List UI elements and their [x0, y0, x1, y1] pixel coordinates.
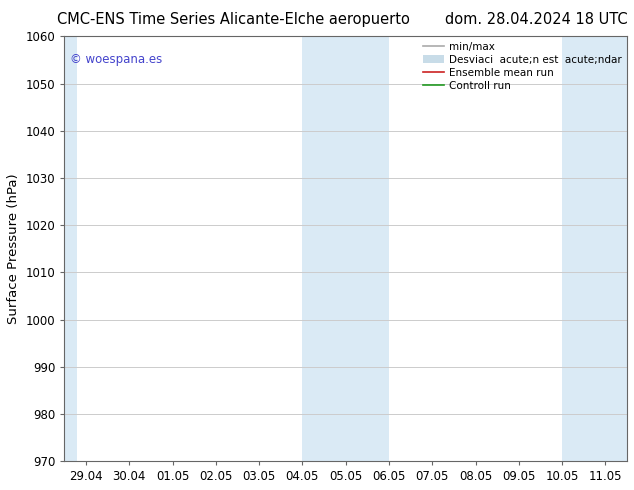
Text: CMC-ENS Time Series Alicante-Elche aeropuerto: CMC-ENS Time Series Alicante-Elche aerop…	[57, 12, 410, 27]
Text: © woespana.es: © woespana.es	[70, 53, 162, 67]
Bar	[302, 36, 389, 461]
Bar	[64, 36, 77, 461]
Text: dom. 28.04.2024 18 UTC: dom. 28.04.2024 18 UTC	[445, 12, 628, 27]
Bar	[562, 36, 627, 461]
Legend: min/max, Desviaci  acute;n est  acute;ndar, Ensemble mean run, Controll run: min/max, Desviaci acute;n est acute;ndar…	[423, 42, 622, 91]
Y-axis label: Surface Pressure (hPa): Surface Pressure (hPa)	[7, 173, 20, 324]
